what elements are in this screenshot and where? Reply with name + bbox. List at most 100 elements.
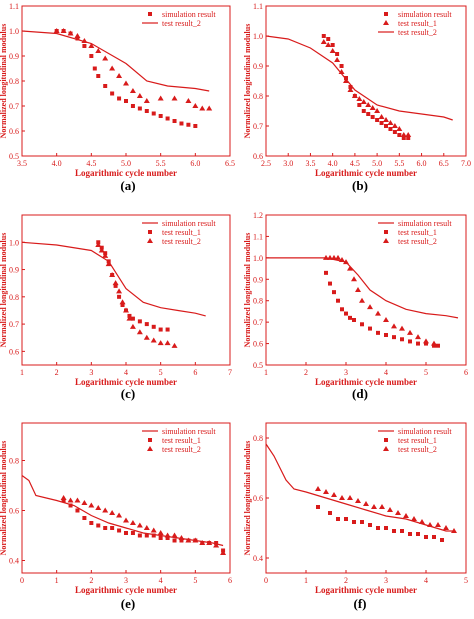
y-axis-label: Normalized longitudinal modulus <box>0 233 8 348</box>
square-marker <box>335 52 340 56</box>
series-line <box>266 257 459 319</box>
x-tick-label: 5.5 <box>394 159 404 168</box>
chart-panel: 3.5 4.0 4.5 5.0 5.5 6.0 6.5 0.5 0.6 0.7 0.8 0.9 1.0 1… <box>0 2 235 193</box>
square-marker <box>324 270 328 275</box>
y-tick-label: 1.0 <box>9 238 19 247</box>
square-marker <box>137 533 142 538</box>
triangle-marker <box>116 73 123 78</box>
x-tick-label: 3 <box>89 368 93 377</box>
triangle-marker <box>112 280 119 286</box>
square-marker <box>137 106 142 111</box>
triangle-marker <box>81 38 88 43</box>
triangle-marker <box>60 495 67 500</box>
square-marker <box>151 111 156 116</box>
y-tick-label: 0.9 <box>253 62 263 71</box>
square-marker <box>120 303 125 307</box>
legend-entry: test result_1 <box>398 436 437 445</box>
square-marker <box>416 532 420 536</box>
x-tick-label: 4.5 <box>86 159 96 168</box>
legend-entry: test result_1 <box>162 228 201 237</box>
triangle-marker <box>331 254 337 260</box>
triangle-marker <box>371 504 377 509</box>
series-layer <box>22 28 213 128</box>
x-tick-label: 6.5 <box>439 159 449 168</box>
triangle-marker <box>185 537 192 543</box>
triangle-marker <box>351 93 358 98</box>
square-marker <box>368 523 372 527</box>
triangle-marker <box>405 132 412 137</box>
square-marker <box>144 533 149 538</box>
triangle-marker <box>339 495 345 500</box>
triangle-marker <box>199 540 206 545</box>
square-marker <box>340 307 344 312</box>
square-marker <box>103 84 108 88</box>
square-marker <box>432 535 436 539</box>
triangle-marker <box>323 489 329 494</box>
square-marker <box>144 109 149 113</box>
legend-entry: simulation result <box>162 427 216 436</box>
triangle-marker <box>435 522 441 527</box>
square-marker <box>332 290 336 295</box>
triangle-marker <box>67 497 74 503</box>
x-tick-label: 5 <box>193 576 197 585</box>
triangle-marker <box>387 507 393 512</box>
series-line <box>266 443 454 532</box>
triangle-marker <box>359 297 365 303</box>
square-marker <box>165 536 170 540</box>
square-marker <box>82 44 87 48</box>
triangle-marker <box>363 501 369 506</box>
legend-square-swatch <box>148 12 152 16</box>
square-marker <box>92 66 97 71</box>
square-marker <box>336 517 340 521</box>
y-tick-label: 0.4 <box>9 557 19 566</box>
triangle-marker <box>375 310 381 316</box>
y-axis-label: Normalized longitudinal modulus <box>243 441 252 556</box>
triangle-marker <box>369 105 376 110</box>
square-marker <box>165 327 170 332</box>
x-tick-label: 2 <box>344 576 348 585</box>
y-tick-label: 0.9 <box>9 266 19 275</box>
legend-entry: simulation result <box>398 10 452 19</box>
triangle-marker <box>67 30 74 36</box>
square-marker <box>408 339 412 344</box>
square-marker <box>344 311 348 316</box>
y-tick-label: 1.2 <box>253 211 263 220</box>
y-tick-label: 0.8 <box>9 77 19 86</box>
y-tick-label: 1.1 <box>253 232 263 241</box>
y-tick-label: 1.1 <box>253 2 263 11</box>
y-axis-label: Normalized longitudinal modulus <box>243 233 252 348</box>
triangle-marker <box>136 93 143 98</box>
triangle-marker <box>192 537 199 543</box>
y-tick-label: 0.6 <box>9 347 19 356</box>
triangle-marker <box>325 42 332 47</box>
y-tick-label: 0.8 <box>253 92 263 101</box>
square-marker <box>110 91 115 96</box>
x-tick-label: 2 <box>55 368 59 377</box>
triangle-marker <box>379 504 385 509</box>
y-tick-label: 0.8 <box>253 434 263 443</box>
y-tick-label: 1.0 <box>253 254 263 263</box>
triangle-marker <box>95 505 102 510</box>
panel-label: (e) <box>121 596 135 611</box>
triangle-marker <box>171 95 178 101</box>
legend-entry: test result_2 <box>162 19 201 28</box>
chart-panel: 0 1 2 3 4 5 0.4 0.6 0.8 Logarithmic cycle number N… <box>243 422 468 611</box>
square-marker <box>113 283 118 288</box>
triangle-marker <box>109 272 116 277</box>
y-tick-label: 0.7 <box>253 318 263 327</box>
legend-triangle-swatch <box>383 20 389 25</box>
triangle-marker <box>123 307 129 313</box>
square-marker <box>344 517 348 521</box>
legend-entry: test result_1 <box>398 228 437 237</box>
x-tick-label: 6.0 <box>190 159 200 168</box>
square-marker <box>130 104 135 108</box>
x-tick-label: 0 <box>264 576 268 585</box>
triangle-marker <box>95 48 102 53</box>
legend-square-swatch <box>384 12 388 16</box>
triangle-marker <box>367 304 373 310</box>
x-tick-label: 3.0 <box>283 159 293 168</box>
triangle-marker <box>396 126 403 131</box>
triangle-marker <box>109 510 116 515</box>
x-tick-label: 6 <box>193 368 197 377</box>
triangle-marker <box>95 242 102 247</box>
